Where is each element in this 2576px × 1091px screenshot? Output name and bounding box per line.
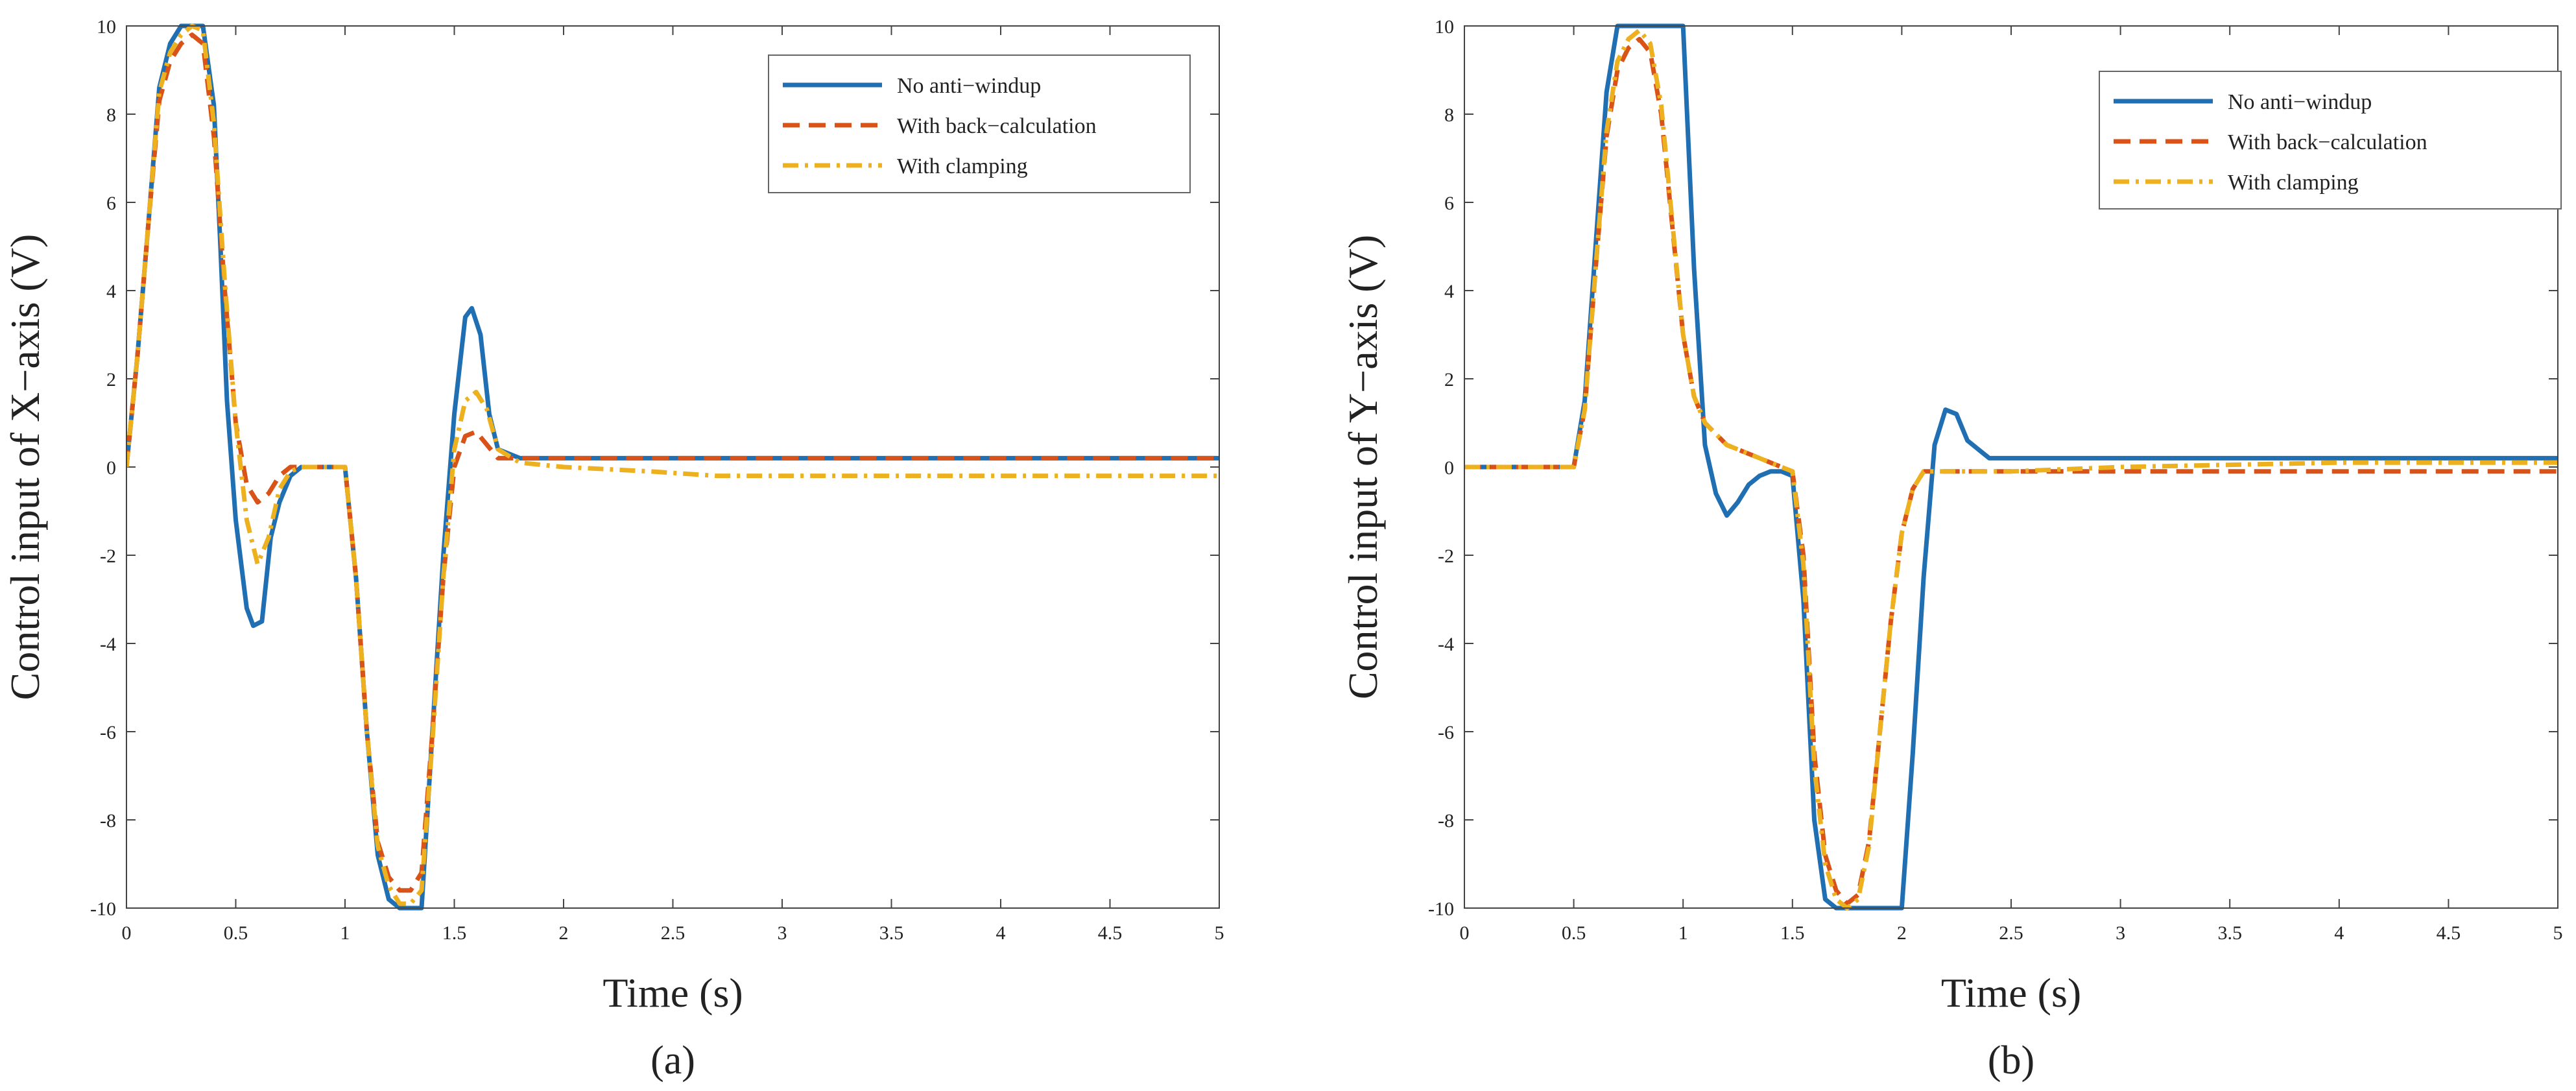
legend-label: With back−calculation — [897, 114, 1097, 138]
y-tick-label: 10 — [1435, 16, 1454, 38]
x-tick-label: 3 — [778, 922, 787, 944]
y-tick-label: -4 — [1438, 634, 1454, 655]
legend-b: No anti−windup With back−calculation With … — [2099, 71, 2562, 210]
y-tick-label: 4 — [1444, 281, 1454, 302]
chart-panel-b: 0 0.5 1 1.5 2 2.5 3 3.5 4 4.5 5-10-8-6-4-20246810 … — [1340, 16, 2563, 1083]
x-tick-label: 0.5 — [224, 922, 248, 944]
y-tick-label: 6 — [106, 193, 116, 214]
x-tick-label: 3 — [2116, 922, 2125, 944]
x-tick-label: 2 — [559, 922, 569, 944]
y-tick-label: 2 — [1444, 369, 1454, 390]
y-tick-label: -6 — [1438, 722, 1454, 743]
legend-label: With clamping — [2228, 171, 2359, 195]
x-tick-label: 0 — [1460, 922, 1470, 944]
y-tick-label: 2 — [106, 369, 116, 390]
x-axis-label-a: Time (s) — [602, 970, 743, 1016]
y-axis-label-a: Control input of X−axis (V) — [2, 234, 48, 701]
x-tick-label: 5 — [1215, 922, 1224, 944]
legend-label: No anti−windup — [2228, 90, 2372, 114]
legend-a: No anti−windup With back−calculation With … — [768, 54, 1191, 193]
plot-frame-b — [1464, 25, 2558, 909]
y-tick-label: -2 — [1438, 546, 1454, 567]
x-tick-label: 0 — [122, 922, 132, 944]
y-tick-label: 10 — [97, 16, 116, 38]
y-tick-label: -10 — [1428, 898, 1454, 920]
series-line-dashdot — [126, 23, 1219, 906]
series-line-dashed — [1464, 36, 2558, 906]
x-tick-label: 2.5 — [1999, 922, 2023, 944]
caption-b: (b) — [1988, 1038, 2034, 1083]
plot-frame-a — [126, 25, 1220, 909]
x-tick-label: 4 — [2334, 922, 2344, 944]
y-tick-label: 0 — [106, 457, 116, 479]
series-line-dashdot — [1464, 28, 2558, 911]
y-axis-label-b: Control input of Y−axis (V) — [1340, 235, 1386, 699]
y-tick-label: 0 — [1444, 457, 1454, 479]
y-tick-label: 6 — [1444, 193, 1454, 214]
x-tick-label: 1 — [1678, 922, 1688, 944]
caption-a: (a) — [650, 1038, 695, 1083]
y-tick-label: 8 — [1444, 104, 1454, 126]
x-axis-label-b: Time (s) — [1941, 970, 2081, 1016]
x-tick-label: 5 — [2553, 922, 2563, 944]
x-tick-label: 1.5 — [1780, 922, 1805, 944]
y-tick-label: -8 — [100, 810, 116, 832]
ticks-b: 0 0.5 1 1.5 2 2.5 3 3.5 4 4.5 5 -10 -8 -6 -4 -2 0 2 4 6 8 10 — [1428, 16, 2563, 944]
y-tick-label: -6 — [100, 722, 116, 743]
chart-panel-a: 0 0.5 1 1.5 2 2.5 3 3.5 4 4.5 5-10-8-6-4-20246810 … — [2, 16, 1224, 1083]
x-tick-label: 0.5 — [1562, 922, 1586, 944]
x-tick-label: 4 — [996, 922, 1006, 944]
y-tick-label: 8 — [106, 104, 116, 126]
y-tick-label: -8 — [1438, 810, 1454, 832]
x-tick-label: 1.5 — [442, 922, 467, 944]
x-tick-label: 4.5 — [2437, 922, 2461, 944]
y-tick-label: 4 — [106, 281, 116, 302]
legend-label: No anti−windup — [897, 74, 1041, 98]
y-tick-label: -10 — [90, 898, 116, 920]
x-tick-label: 4.5 — [1098, 922, 1123, 944]
x-tick-label: 2 — [1897, 922, 1907, 944]
y-tick-label: -4 — [100, 634, 116, 655]
legend-label: With back−calculation — [2228, 130, 2427, 154]
x-tick-label: 3.5 — [879, 922, 904, 944]
legend-label: With clamping — [897, 154, 1028, 178]
ticks-a: 0 0.5 1 1.5 2 2.5 3 3.5 4 4.5 5 -10 -8 -6 -4 -2 0 2 4 6 8 10 — [90, 16, 1224, 944]
y-tick-label: -2 — [100, 546, 116, 567]
x-tick-label: 3.5 — [2217, 922, 2242, 944]
x-tick-label: 1 — [340, 922, 350, 944]
x-tick-label: 2.5 — [661, 922, 686, 944]
